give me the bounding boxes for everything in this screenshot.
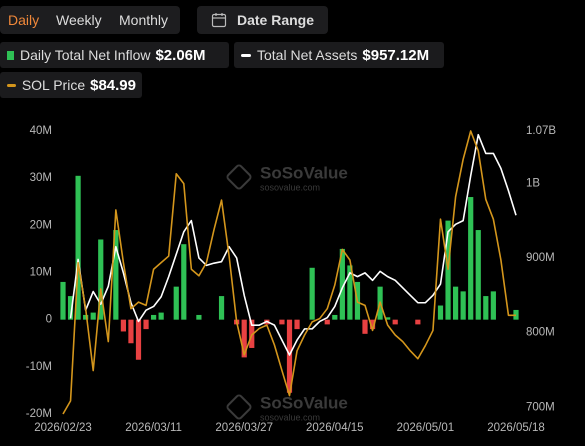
y2-tick-label: 1.07B — [526, 125, 556, 137]
bar — [324, 319, 330, 325]
y2-tick-label: 900M — [526, 252, 555, 264]
bar — [173, 286, 179, 320]
bar — [181, 244, 187, 320]
date-range-label: Date Range — [237, 12, 315, 28]
bar — [309, 267, 315, 320]
calendar-icon — [211, 13, 227, 28]
bar — [128, 319, 134, 344]
bar — [437, 305, 444, 320]
legend-item: Total Net Assets $957.12M — [234, 42, 444, 68]
bar — [218, 296, 225, 320]
y-tick-label: 10M — [30, 267, 52, 279]
x-tick-label: 2026/04/15 — [306, 422, 364, 434]
y-tick-label: -20M — [26, 408, 52, 420]
watermark-icon — [226, 394, 252, 420]
watermark-brand: SoSoValue — [260, 163, 348, 182]
bar — [83, 314, 89, 320]
period-tab[interactable]: Monthly — [119, 12, 169, 28]
bar — [460, 291, 466, 320]
bar — [75, 175, 81, 320]
bar — [143, 319, 149, 330]
bar — [151, 314, 157, 320]
legend-value: $2.06M — [155, 46, 206, 64]
bar — [294, 319, 300, 330]
bar — [339, 248, 345, 320]
bar — [60, 281, 66, 320]
bar — [453, 286, 459, 320]
bar — [241, 319, 247, 358]
legend-swatch — [241, 53, 251, 57]
y-tick-label: -10M — [26, 361, 52, 373]
y-tick-label: 30M — [30, 172, 52, 184]
bar — [120, 319, 126, 332]
bar — [392, 319, 398, 325]
bar — [490, 291, 496, 320]
x-tick-label: 2026/05/18 — [487, 422, 545, 434]
legend-item: Daily Total Net Inflow $2.06M — [0, 42, 229, 68]
date-range-button[interactable]: Date Range — [197, 6, 328, 34]
watermark-site: sosovalue.com — [260, 412, 320, 422]
legend-name: SOL Price — [21, 77, 86, 93]
bar — [385, 317, 391, 320]
x-tick-label: 2026/03/27 — [215, 422, 273, 434]
y2-tick-label: 800M — [526, 327, 555, 339]
bar — [196, 314, 202, 320]
y-tick-label: 0 — [46, 314, 52, 326]
legend-item: SOL Price $84.99 — [0, 72, 142, 98]
bar — [362, 319, 368, 334]
y-tick-label: 40M — [30, 125, 52, 137]
bar — [279, 319, 285, 325]
watermark-icon — [226, 164, 252, 190]
legend-swatch — [7, 83, 16, 87]
watermark-site: sosovalue.com — [260, 182, 320, 192]
bar — [67, 296, 74, 320]
bar — [135, 319, 142, 360]
bar — [90, 312, 96, 320]
line — [62, 130, 517, 415]
bar — [468, 197, 474, 320]
y-tick-label: 20M — [30, 219, 52, 231]
bar — [286, 319, 293, 393]
bar — [332, 314, 338, 320]
bar — [475, 230, 481, 320]
bar — [347, 265, 353, 320]
x-tick-label: 2026/03/11 — [125, 422, 182, 434]
legend-value: $957.12M — [362, 46, 430, 64]
bar — [415, 319, 421, 325]
x-tick-label: 2026/05/01 — [397, 422, 455, 434]
y2-tick-label: 1B — [526, 177, 540, 189]
legend-value: $84.99 — [90, 76, 136, 94]
legend-swatch — [7, 50, 14, 60]
period-tabs — [0, 6, 180, 34]
y2-tick-label: 700M — [526, 401, 555, 413]
line — [69, 133, 517, 356]
bar — [98, 239, 104, 320]
bar — [249, 319, 255, 348]
bar — [113, 230, 119, 320]
legend-name: Total Net Assets — [257, 47, 358, 63]
bar — [445, 220, 451, 320]
legend-name: Daily Total Net Inflow — [20, 47, 151, 63]
period-tab[interactable]: Daily — [8, 12, 40, 28]
bar — [158, 312, 164, 320]
bar — [369, 319, 376, 330]
bar — [483, 296, 489, 320]
period-tab[interactable]: Weekly — [56, 12, 102, 28]
watermark-brand: SoSoValue — [260, 393, 348, 412]
x-tick-label: 2026/02/23 — [34, 422, 92, 434]
